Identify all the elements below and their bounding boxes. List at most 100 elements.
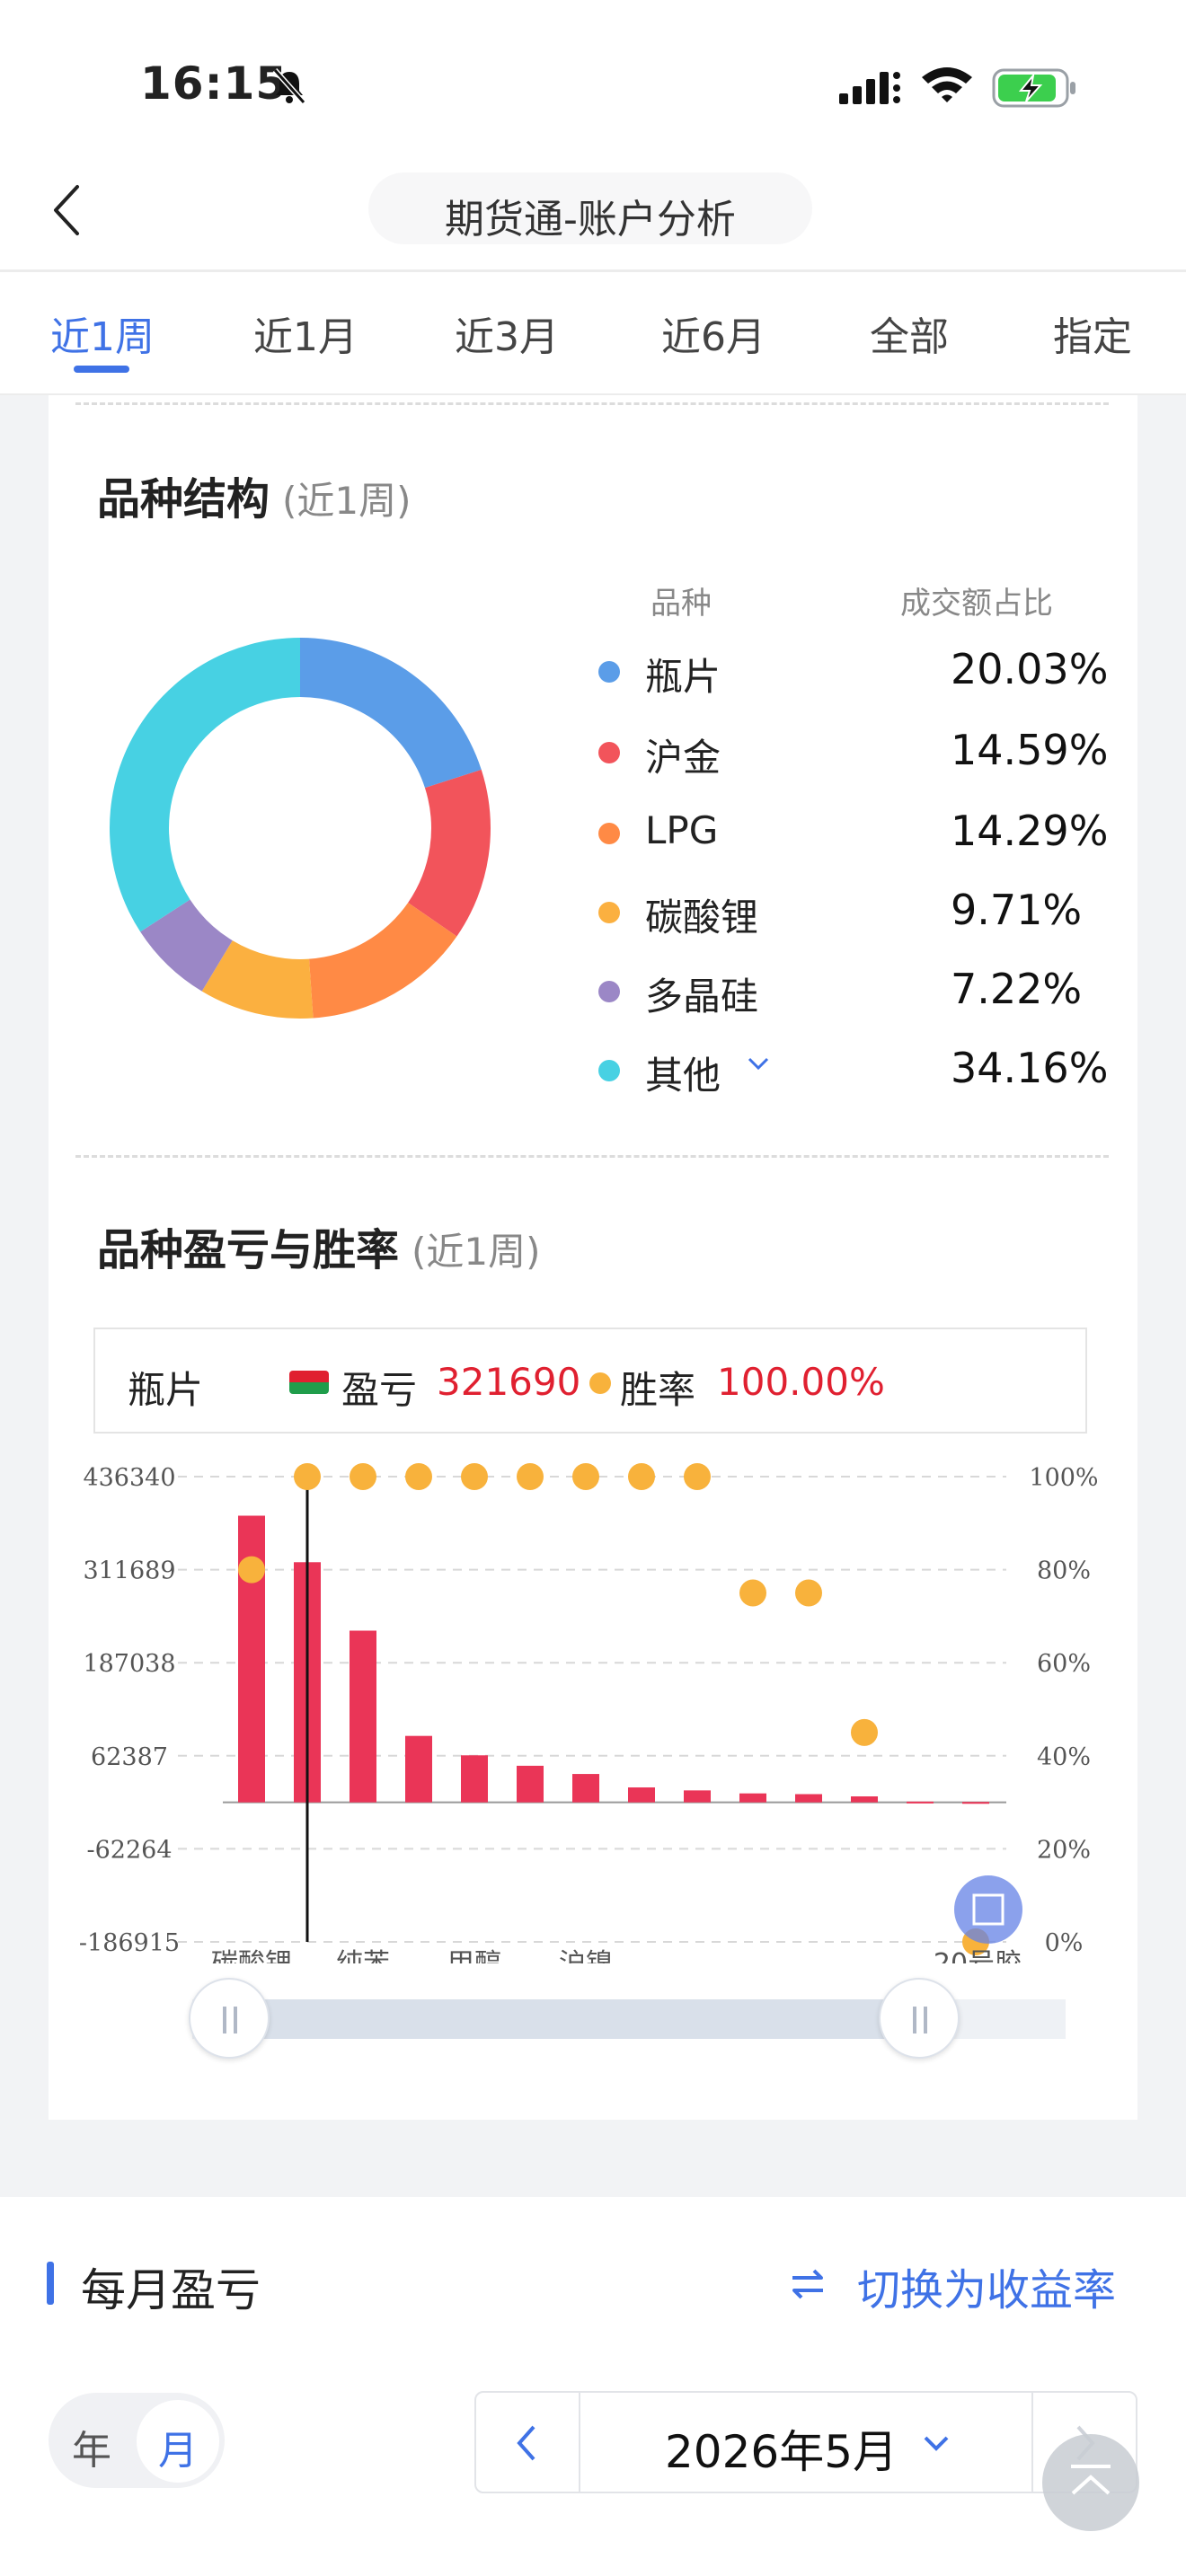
donut-slice[interactable] <box>201 940 314 1019</box>
winrate-dot[interactable] <box>851 1718 878 1746</box>
pnl-value: 321690 <box>437 1360 581 1404</box>
section-accent-bar <box>47 2262 54 2305</box>
pnl-bar[interactable] <box>405 1735 432 1803</box>
pnl-bar[interactable] <box>739 1793 766 1803</box>
toggle-month-selected <box>137 2400 219 2483</box>
pnl-bar[interactable] <box>350 1630 376 1803</box>
y-left-tick-label: -186915 <box>79 1929 180 1957</box>
chevron-down-icon[interactable] <box>922 2434 951 2454</box>
winrate-dot[interactable] <box>739 1579 766 1607</box>
tab-1-week[interactable]: 近1周 <box>50 314 155 360</box>
legend-name: 瓶片 <box>645 655 721 699</box>
legend-row[interactable]: 瓶片 20.03% <box>598 643 1120 699</box>
zoom-slider-right-handle[interactable] <box>879 1978 960 2059</box>
pnl-label: 盈亏 <box>341 1368 418 1412</box>
pnl-period: (近1周) <box>412 1230 541 1274</box>
pnl-winrate-chart[interactable]: 436340 100% 311689 80% 187038 60% 62387 40% -622… <box>49 1434 1137 1963</box>
winrate-dot[interactable] <box>795 1579 822 1607</box>
toggle-year[interactable]: 年 <box>72 2428 111 2474</box>
switch-arrows-icon[interactable] <box>785 2262 830 2307</box>
prev-month-button[interactable] <box>474 2391 580 2493</box>
zoom-reset-icon <box>972 1893 1005 1926</box>
tab-6-months[interactable]: 近6月 <box>661 314 766 360</box>
donut-slice[interactable] <box>308 902 457 1019</box>
winrate-dot[interactable] <box>461 1463 488 1490</box>
selected-month[interactable]: 2026年5月 <box>665 2426 898 2478</box>
pnl-bar[interactable] <box>572 1774 599 1803</box>
legend-row[interactable]: 碳酸锂 9.71% <box>598 884 1120 940</box>
top-bar: 16:15 期货通-账户分析 <box>0 0 1186 269</box>
switch-to-return-button[interactable]: 切换为收益率 <box>857 2265 1117 2316</box>
zoom-reset-button[interactable] <box>954 1875 1022 1944</box>
donut-slice[interactable] <box>110 638 301 932</box>
legend-header-ratio: 成交额占比 <box>900 586 1053 622</box>
pnl-bar[interactable] <box>461 1755 488 1803</box>
legend-row[interactable]: LPG 14.29% <box>598 805 1120 859</box>
legend-dot <box>598 661 620 683</box>
back-to-top-button[interactable] <box>1042 2434 1139 2531</box>
structure-title: 品种结构 (近1周) <box>97 463 412 526</box>
winrate-dot[interactable] <box>684 1463 711 1490</box>
page-title: 期货通-账户分析 <box>445 197 736 243</box>
legend-name: 碳酸锂 <box>645 895 759 940</box>
expand-chevron-icon[interactable] <box>746 1051 771 1076</box>
winrate-dot[interactable] <box>628 1463 655 1490</box>
active-tab-indicator <box>74 366 129 373</box>
donut-slice[interactable] <box>408 769 491 937</box>
pnl-bar[interactable] <box>851 1796 878 1803</box>
pnl-title: 品种盈亏与胜率 (近1周) <box>97 1214 541 1277</box>
pnl-bar[interactable] <box>795 1794 822 1803</box>
tab-3-months[interactable]: 近3月 <box>455 314 559 360</box>
divider <box>75 402 1109 405</box>
winrate-dot[interactable] <box>294 1463 321 1490</box>
winrate-dot[interactable] <box>572 1463 599 1490</box>
monthly-title: 每月盈亏 <box>81 2264 261 2316</box>
date-picker[interactable] <box>474 2391 1137 2493</box>
pnl-legend-marker <box>289 1371 329 1394</box>
zoom-slider-range[interactable] <box>228 1999 920 2039</box>
y-right-tick-label: 0% <box>1045 1929 1084 1957</box>
back-to-top-icon <box>1071 2465 1111 2495</box>
legend-ratio: 14.29% <box>951 807 1109 855</box>
legend-ratio: 34.16% <box>951 1044 1109 1092</box>
legend-name: 沪金 <box>645 736 721 780</box>
y-left-tick-label: -62264 <box>86 1836 172 1864</box>
legend-row[interactable]: 沪金 14.59% <box>598 724 1120 780</box>
y-right-tick-label: 40% <box>1037 1743 1091 1771</box>
legend-row[interactable]: 多晶硅 7.22% <box>598 963 1120 1019</box>
legend-row-other[interactable]: 其他 34.16% <box>598 1042 1120 1098</box>
pnl-bar[interactable] <box>907 1801 934 1804</box>
zoom-slider-left-handle[interactable] <box>189 1978 270 2059</box>
x-tick-label: 甲醇 <box>447 1948 501 1963</box>
legend-header-name: 品种 <box>651 586 712 622</box>
monthly-section: 每月盈亏 切换为收益率 年 月 2026年5月 <box>0 2197 1186 2576</box>
back-arrow-icon[interactable] <box>50 183 86 237</box>
toggle-month[interactable]: 月 <box>158 2428 198 2474</box>
selected-item-tooltip: 瓶片 盈亏 321690 胜率 100.00% <box>93 1328 1087 1434</box>
period-tab-bar: 近1周 近1月 近3月 近6月 全部 指定 <box>0 269 1186 395</box>
winrate-dot[interactable] <box>405 1463 432 1490</box>
winrate-legend-dot <box>589 1372 611 1394</box>
tab-all[interactable]: 全部 <box>870 314 949 360</box>
winrate-dot[interactable] <box>350 1463 376 1490</box>
pnl-bar[interactable] <box>684 1790 711 1803</box>
pnl-bar[interactable] <box>517 1765 544 1803</box>
cellular-signal-icon <box>839 72 900 104</box>
structure-title-text: 品种结构 <box>97 474 270 525</box>
divider <box>75 1155 1109 1158</box>
winrate-dot[interactable] <box>517 1463 544 1490</box>
pnl-bar[interactable] <box>962 1802 989 1804</box>
x-tick-label: 碳酸锂 <box>211 1948 292 1963</box>
legend-name: LPG <box>645 808 719 852</box>
donut-slice[interactable] <box>300 638 482 789</box>
tab-1-month[interactable]: 近1月 <box>253 314 358 360</box>
legend-ratio: 7.22% <box>951 965 1083 1013</box>
tab-custom[interactable]: 指定 <box>1053 314 1132 360</box>
legend-name: 其他 <box>645 1054 721 1098</box>
legend-dot <box>598 902 620 923</box>
structure-donut-chart[interactable] <box>102 631 498 1026</box>
pnl-bar[interactable] <box>628 1787 655 1803</box>
winrate-dot[interactable] <box>238 1556 265 1584</box>
donut-slice[interactable] <box>140 899 233 992</box>
legend-ratio: 9.71% <box>951 886 1083 934</box>
